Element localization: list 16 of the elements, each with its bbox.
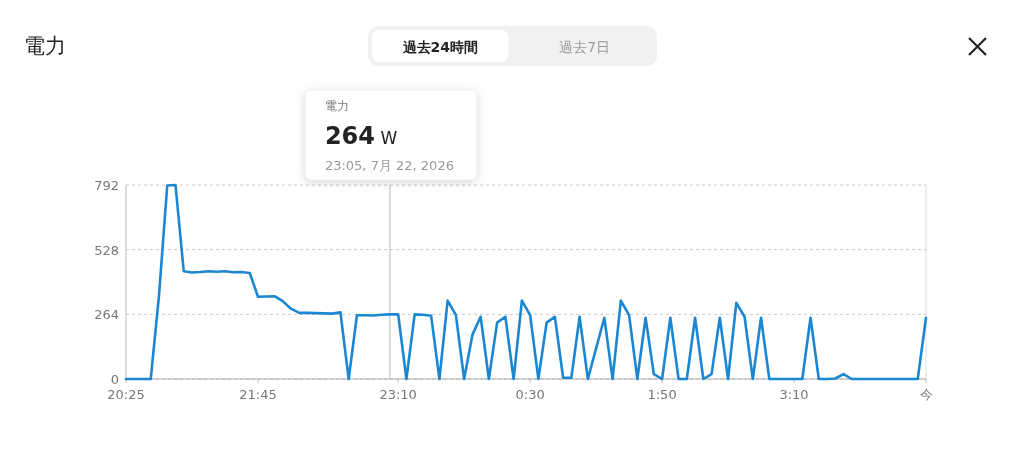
chart-title: 電力 xyxy=(24,34,66,58)
y-tick-label: 264 xyxy=(94,307,119,323)
line-series xyxy=(124,183,928,381)
y-tick-label: 528 xyxy=(94,242,119,258)
x-tick-label: 今 xyxy=(919,387,933,402)
x-tick-label: 23:10 xyxy=(379,387,417,402)
text: 過去24時間 xyxy=(401,39,478,55)
text: 過去7日 xyxy=(559,39,611,55)
y-tick-label: 792 xyxy=(94,178,119,193)
x-tick-label: 20:25 xyxy=(107,387,145,402)
x-tick-label: 1:50 xyxy=(647,387,677,402)
y-tick-label: 0 xyxy=(110,372,119,387)
x-tick-label: 0:30 xyxy=(515,387,545,402)
x-tick-label: 3:10 xyxy=(779,387,809,402)
x-tick-label: 21:45 xyxy=(239,387,277,402)
text: 電力 264 W 23:05, 7月 22, 2026 xyxy=(324,99,454,173)
